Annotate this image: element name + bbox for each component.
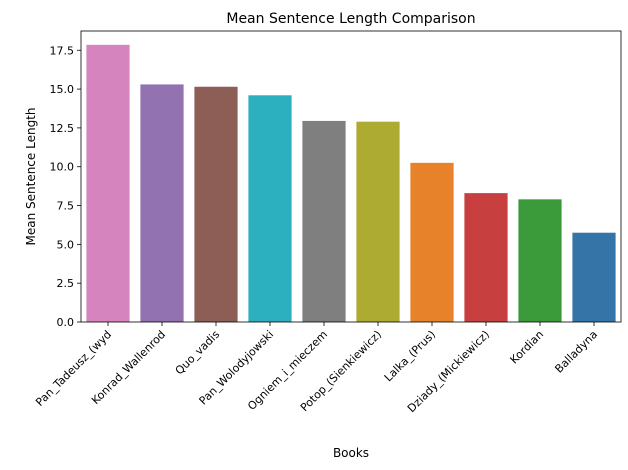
- y-tick-label-4: 10.0: [50, 161, 75, 174]
- x-tick-label-9: Balladyna: [552, 328, 600, 376]
- y-tick-label-3: 7.5: [57, 200, 75, 213]
- bar-7: [464, 193, 508, 322]
- y-tick-label-6: 15.0: [50, 83, 75, 96]
- y-tick-label-0: 0.0: [57, 316, 75, 329]
- chart-title: Mean Sentence Length Comparison: [226, 11, 475, 27]
- bar-0: [86, 44, 130, 322]
- x-axis-label: Books: [333, 446, 369, 460]
- bar-4: [302, 120, 346, 322]
- x-tick-label-8: Kordian: [508, 328, 547, 367]
- bar-9: [572, 232, 616, 322]
- y-tick-label-5: 12.5: [50, 122, 75, 135]
- y-tick-label-1: 2.5: [57, 277, 75, 290]
- bars-group: [86, 44, 616, 322]
- y-axis-label: Mean Sentence Length: [24, 108, 38, 246]
- x-tick-label-2: Quo_vadis: [173, 328, 223, 378]
- bar-8: [518, 199, 562, 322]
- y-tick-label-2: 5.0: [57, 238, 75, 251]
- x-tick-label-6: Lalka_(Prus): [382, 328, 438, 384]
- bar-1: [140, 84, 184, 322]
- y-tick-label-7: 17.5: [50, 44, 75, 57]
- plot-frame: [80, 30, 622, 323]
- bar-6: [410, 162, 454, 322]
- bar-5: [356, 121, 400, 322]
- y-axis: 0.0 2.5 5.0 7.5 10.0 12.5 15.0 17.5: [50, 44, 81, 329]
- bar-3: [248, 95, 292, 322]
- bar-2: [194, 86, 238, 322]
